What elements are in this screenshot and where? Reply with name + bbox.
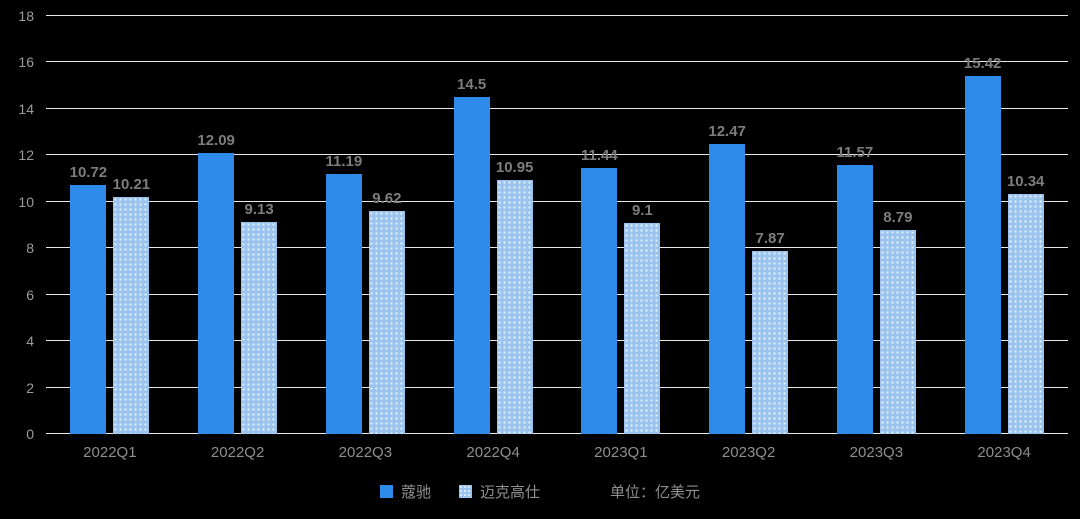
- bar-solid: 15.42: [964, 55, 1001, 434]
- bar-dotted: 10.21: [113, 176, 150, 434]
- bar-group: 15.42 10.34: [940, 16, 1068, 434]
- bar-value-label: 10.34: [1006, 172, 1045, 190]
- bar-solid: 12.09: [197, 132, 235, 434]
- y-tick-label: 8: [26, 240, 34, 257]
- bar-value-label: 15.42: [963, 54, 1002, 72]
- bar-dotted: 10.95: [496, 159, 533, 434]
- legend-label: 蔻驰: [400, 483, 431, 501]
- bar-value-label: 12.09: [197, 132, 235, 150]
- bar-solid: 14.5: [453, 76, 490, 434]
- bar-dotted: 9.13: [241, 201, 278, 434]
- bar-solid: 12.47: [708, 123, 746, 434]
- legend-item: 迈克高仕: [458, 481, 540, 502]
- bar-group: 10.72 10.21: [46, 16, 174, 434]
- bar-value-label: 9.1: [631, 201, 653, 219]
- bar-value-label: 11.19: [325, 153, 363, 171]
- legend-swatch-icon: [379, 484, 393, 498]
- y-tick-label: 0: [26, 426, 34, 442]
- gridline: [46, 293, 1068, 295]
- gridline: [46, 61, 1068, 63]
- bar-group: 12.09 9.13: [174, 16, 302, 434]
- gridline: [46, 107, 1068, 109]
- y-tick-label: 16: [18, 54, 34, 71]
- legend: 蔻驰 迈克高仕 单位：亿美元: [0, 478, 1080, 504]
- bar-value-label: 10.95: [495, 158, 534, 176]
- y-tick-label: 2: [26, 379, 34, 396]
- bar-group: 11.19 9.62: [302, 16, 430, 434]
- bar-value-label: 7.87: [755, 230, 785, 248]
- gridline: [46, 200, 1068, 202]
- bar-groups: 10.72 10.21 12.09 9.13 11.19 9.62 14.5 10.95 11.…: [46, 16, 1068, 434]
- bar-solid: 11.19: [326, 153, 362, 434]
- unit-label: 单位：亿美元: [610, 483, 701, 501]
- bar-value-label: 10.21: [112, 175, 151, 193]
- x-tick-label: 2023Q1: [594, 444, 648, 461]
- bar-group: 11.44 9.1: [557, 16, 685, 434]
- y-tick-label: 12: [18, 147, 34, 164]
- y-tick-label: 18: [18, 8, 34, 24]
- y-tick-label: 14: [18, 100, 34, 117]
- bar-solid: 10.72: [70, 164, 107, 434]
- bar-group: 11.57 8.79: [813, 16, 941, 434]
- bar-group: 12.47 7.87: [685, 16, 813, 434]
- bar-value-label: 11.57: [836, 144, 874, 162]
- y-axis: 0 2 4 6 8 10 12 14 16 18: [0, 8, 38, 442]
- x-tick-label: 2022Q3: [338, 444, 393, 461]
- gridline: [46, 15, 1068, 16]
- bar-value-label: 14.5: [457, 76, 487, 94]
- x-tick-label: 2023Q2: [721, 444, 776, 461]
- gridline: [46, 386, 1068, 388]
- y-tick-label: 10: [18, 193, 34, 210]
- bar-value-label: 10.72: [69, 164, 108, 182]
- bar-dotted: 7.87: [752, 230, 789, 434]
- gridline: [46, 154, 1068, 156]
- plot-area: 10.72 10.21 12.09 9.13 11.19 9.62 14.5 10.95 11.…: [46, 15, 1068, 434]
- gridline: [46, 433, 1068, 434]
- x-tick-label: 2022Q2: [210, 444, 265, 461]
- legend-swatch-icon: [458, 484, 472, 498]
- bar-value-label: 12.47: [708, 123, 746, 141]
- gridline: [46, 247, 1068, 249]
- bar-dotted: 10.34: [1007, 173, 1044, 434]
- bar-dotted: 9.1: [624, 202, 661, 434]
- bar-value-label: 8.79: [883, 208, 913, 226]
- x-tick-label: 2022Q1: [83, 444, 137, 461]
- bar-group: 14.5 10.95: [429, 16, 557, 434]
- bar-solid: 11.57: [837, 144, 873, 434]
- gridline: [46, 340, 1068, 342]
- x-tick-label: 2022Q4: [466, 444, 520, 461]
- legend-item: 蔻驰: [379, 481, 431, 502]
- legend-label: 迈克高仕: [479, 483, 540, 501]
- y-tick-label: 4: [26, 333, 34, 350]
- y-tick-label: 6: [26, 286, 34, 303]
- bar-solid: 11.44: [581, 147, 618, 434]
- bar-value-label: 9.13: [244, 200, 274, 218]
- bar-value-label: 9.62: [372, 189, 402, 207]
- bar-dotted: 8.79: [879, 209, 916, 434]
- bar-dotted: 9.62: [368, 190, 405, 434]
- x-axis: 2022Q1 2022Q2 2022Q3 2022Q4 2023Q1 2023Q2 2023…: [46, 442, 1068, 464]
- x-tick-label: 2023Q3: [849, 444, 904, 461]
- bar-value-label: 11.44: [581, 147, 618, 165]
- x-tick-label: 2023Q4: [977, 444, 1031, 461]
